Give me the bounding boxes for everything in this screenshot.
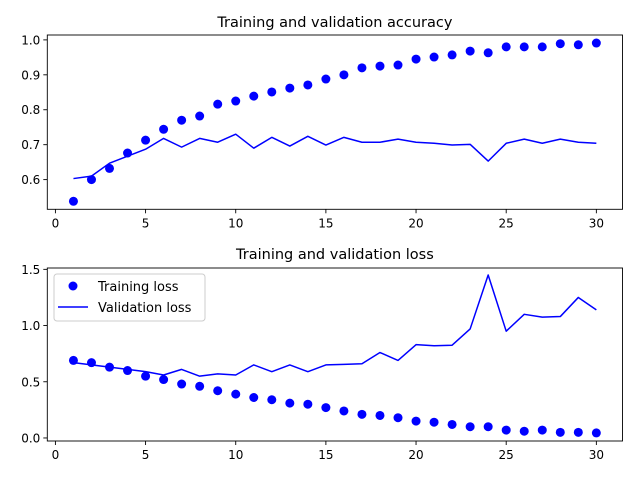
loss-x-tick-label: 30 (589, 448, 604, 462)
loss-plot-area (68, 274, 601, 438)
loss-y-tick-label: 1.5 (21, 263, 40, 277)
loss-x-tick-label: 0 (52, 448, 60, 462)
training-loss-point (267, 395, 277, 405)
training-acc-point (519, 42, 529, 52)
accuracy-axes-frame (46, 34, 623, 210)
training-loss-point (249, 393, 259, 402)
training-acc-point (285, 83, 295, 93)
accuracy-x-tick-label: 15 (318, 216, 333, 230)
loss-axes: 0 5 10 15 20 25 30 0.0 0.5 1.0 1.5 (21, 263, 623, 462)
training-acc-point (357, 63, 367, 73)
legend-validation-loss-label: Validation loss (98, 301, 192, 316)
loss-x-tick-label: 10 (228, 448, 243, 462)
loss-chart-title: Training and validation loss (235, 247, 434, 263)
training-loss-point (429, 417, 439, 427)
training-loss-point (519, 426, 529, 436)
loss-x-tick-label: 25 (499, 448, 514, 462)
loss-y-tick-label: 1.0 (21, 319, 40, 333)
training-loss-point (285, 398, 295, 408)
training-acc-point (447, 50, 457, 60)
training-acc-point (159, 124, 169, 134)
training-loss-point (177, 379, 187, 389)
training-loss-point (213, 386, 223, 396)
training-loss-point (555, 427, 565, 437)
accuracy-x-tick-label: 5 (142, 216, 150, 230)
legend-training-loss-marker (68, 281, 78, 291)
training-loss-point (393, 413, 403, 423)
loss-axes-frame (46, 267, 623, 442)
training-acc-point (591, 38, 601, 48)
training-acc-point (177, 115, 187, 125)
loss-subplot: Training and validation loss 0 5 10 15 20 25 3… (21, 247, 623, 462)
training-loss-point (537, 425, 547, 435)
accuracy-axes: 0 5 10 15 20 25 30 0.6 0.7 0.8 0.9 1.0 (21, 33, 623, 230)
legend-frame (53, 273, 206, 322)
accuracy-x-tick-label: 20 (408, 216, 423, 230)
training-loss-point (357, 409, 367, 419)
training-loss-point (159, 375, 169, 385)
training-acc-point (195, 111, 205, 121)
training-loss-point (375, 410, 385, 420)
training-acc-point (483, 48, 493, 58)
accuracy-y-tick-label: 0.9 (21, 68, 40, 82)
accuracy-y-tick-label: 0.7 (21, 138, 40, 152)
training-acc-point (105, 163, 115, 173)
validation-loss-line (73, 274, 597, 377)
training-loss-point (141, 371, 151, 381)
accuracy-chart-title: Training and validation accuracy (216, 15, 453, 31)
loss-y-tick-label: 0.0 (21, 431, 40, 445)
training-acc-point (267, 87, 277, 97)
loss-x-tick-label: 5 (142, 448, 150, 462)
training-loss-point (231, 389, 241, 399)
training-acc-point (465, 46, 475, 56)
training-acc-point (68, 196, 78, 206)
accuracy-y-tick-label: 0.8 (21, 103, 40, 117)
training-acc-point (249, 91, 259, 101)
training-loss-point (501, 425, 511, 435)
training-acc-point (411, 54, 421, 64)
training-loss-point (483, 422, 493, 432)
training-acc-point (555, 39, 565, 49)
training-acc-point (321, 74, 331, 84)
training-acc-point (213, 99, 223, 109)
training-loss-point (591, 428, 601, 438)
accuracy-x-tick-label: 0 (52, 216, 60, 230)
training-acc-point (303, 80, 313, 90)
accuracy-plot-area (68, 38, 601, 206)
training-acc-point (573, 40, 583, 50)
training-acc-point (231, 96, 241, 106)
loss-x-tick-label: 20 (408, 448, 423, 462)
training-acc-point (501, 42, 511, 52)
validation-acc-line (73, 133, 597, 180)
training-loss-point (321, 403, 331, 413)
training-loss-point (573, 427, 583, 437)
accuracy-subplot: Training and validation accuracy 0 5 10 15 2… (21, 15, 623, 230)
accuracy-y-tick-label: 1.0 (21, 33, 40, 47)
training-acc-point (141, 135, 151, 145)
accuracy-y-tick-label: 0.6 (21, 173, 40, 187)
accuracy-x-tick-label: 25 (499, 216, 514, 230)
loss-x-tick-label: 15 (318, 448, 333, 462)
training-loss-point (411, 416, 421, 426)
training-loss-point (303, 399, 313, 409)
training-loss-point (123, 366, 133, 376)
training-loss-point (447, 419, 457, 429)
training-loss-point (195, 381, 205, 391)
training-acc-point (429, 52, 439, 62)
training-acc-point (86, 175, 96, 185)
loss-legend: Training loss Validation loss (53, 273, 206, 322)
training-loss-point (465, 422, 475, 432)
loss-y-tick-label: 0.5 (21, 375, 40, 389)
accuracy-x-tick-label: 10 (228, 216, 243, 230)
legend-training-loss-label: Training loss (97, 280, 179, 295)
training-acc-point (537, 42, 547, 52)
training-acc-point (393, 60, 403, 70)
accuracy-x-tick-label: 30 (589, 216, 604, 230)
training-acc-point (339, 70, 349, 80)
training-loss-point (339, 406, 349, 416)
training-acc-point (375, 61, 385, 71)
